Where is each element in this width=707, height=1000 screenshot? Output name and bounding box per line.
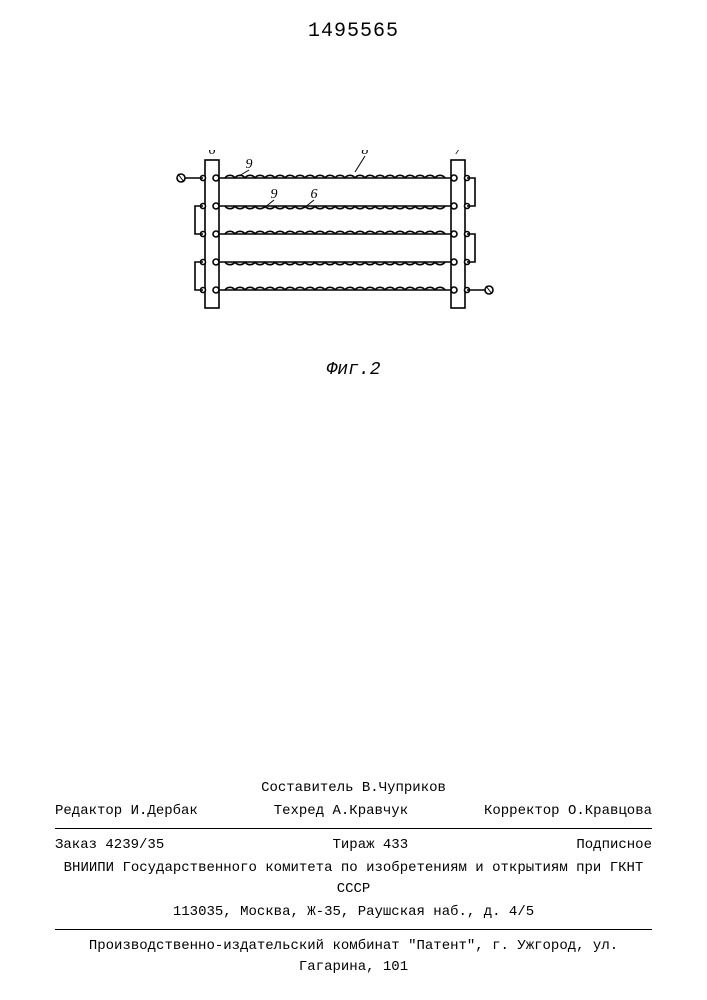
figure-2: 678996 xyxy=(175,150,495,350)
printer-text: Производственно-издательский комбинат "П… xyxy=(89,938,618,975)
rule-2 xyxy=(55,929,652,930)
svg-text:9: 9 xyxy=(246,157,253,172)
figure-svg: 678996 xyxy=(175,150,495,350)
tirazh-text: Тираж 433 xyxy=(332,835,408,856)
svg-text:6: 6 xyxy=(209,150,216,158)
editor-text: Редактор И.Дербак xyxy=(55,801,198,822)
patent-number: 1495565 xyxy=(0,20,707,43)
order-text: Заказ 4239/35 xyxy=(55,835,164,856)
figure-caption: Фиг.2 xyxy=(0,360,707,380)
footer-block: Составитель В.Чуприков Редактор И.Дербак… xyxy=(55,776,652,980)
rule-1 xyxy=(55,828,652,829)
svg-text:7: 7 xyxy=(455,150,463,158)
techred-text: Техред А.Кравчук xyxy=(274,801,408,822)
corrector-text: Корректор О.Кравцова xyxy=(484,801,652,822)
org-line2: 113035, Москва, Ж-35, Раушская наб., д. … xyxy=(173,904,534,920)
svg-text:9: 9 xyxy=(271,187,278,202)
podpisnoe-text: Подписное xyxy=(576,835,652,856)
org-line1: ВНИИПИ Государственного комитета по изоб… xyxy=(64,860,644,897)
svg-text:6: 6 xyxy=(311,187,318,202)
compiler-text: Составитель В.Чуприков xyxy=(261,780,446,796)
